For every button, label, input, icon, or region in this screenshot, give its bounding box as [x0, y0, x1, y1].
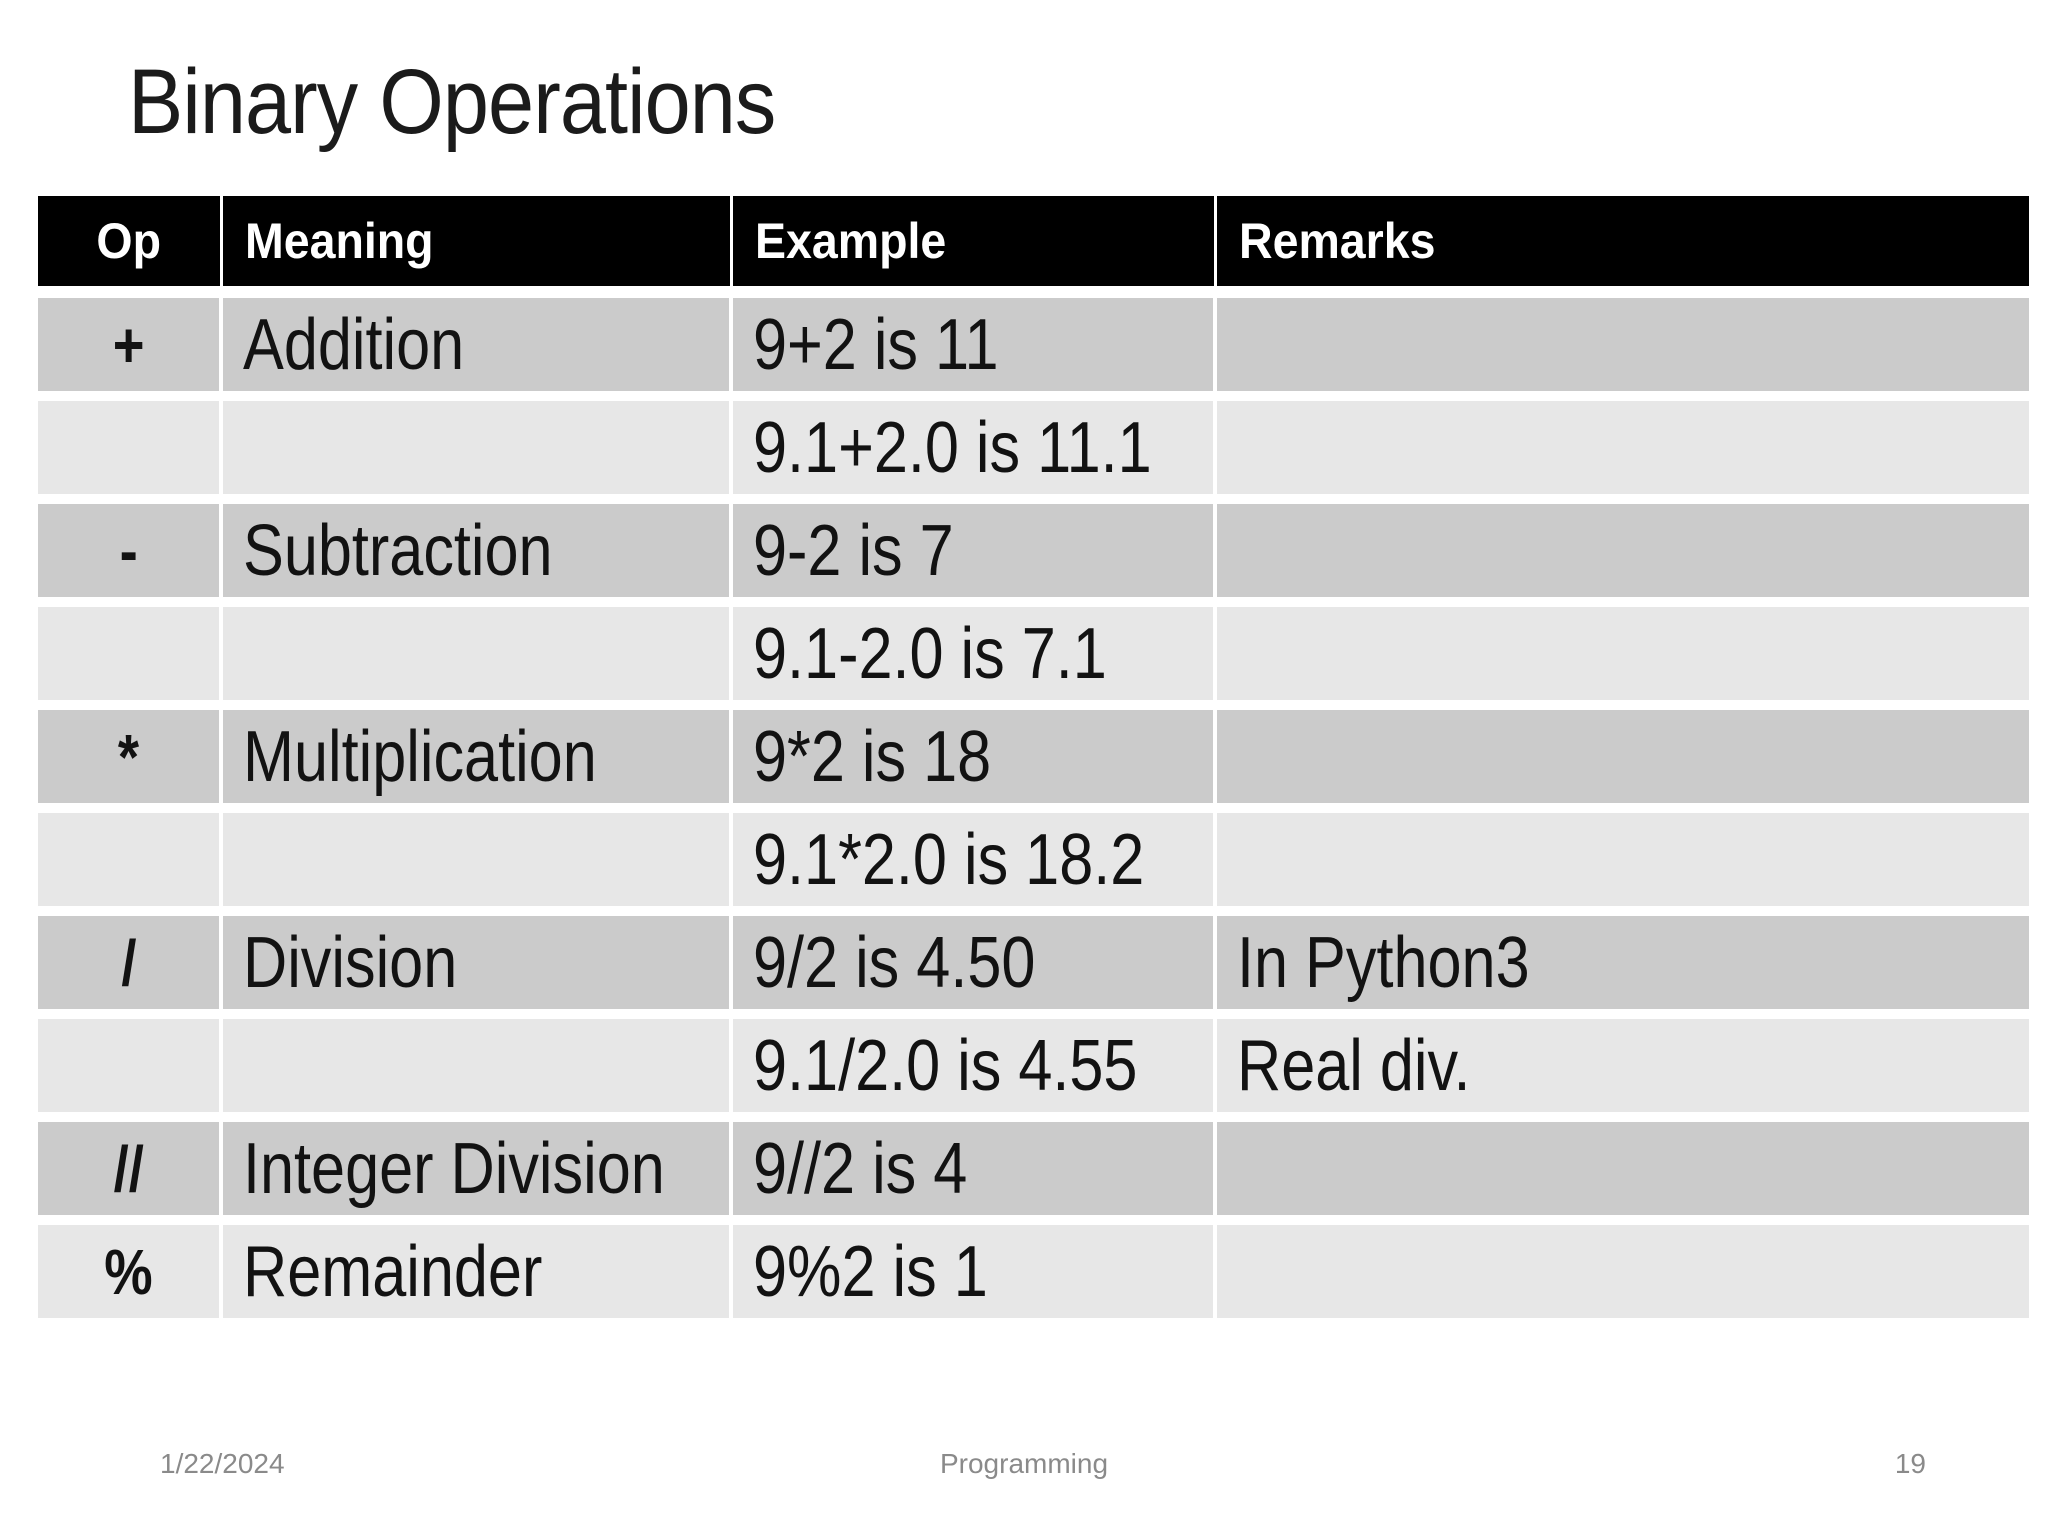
- meaning-cell: [223, 607, 733, 710]
- table-row: 9.1/2.0 is 4.55 Real div.: [38, 1019, 2029, 1122]
- meaning-cell: Remainder: [223, 1225, 733, 1328]
- example-cell: 9.1-2.0 is 7.1: [733, 607, 1217, 710]
- table-row: + Addition 9+2 is 11: [38, 298, 2029, 401]
- meaning-cell: [223, 401, 733, 504]
- column-header-meaning-label: Meaning: [245, 213, 434, 269]
- op-text: %: [104, 1235, 153, 1308]
- meaning-cell: [223, 813, 733, 916]
- column-header-op: Op: [38, 196, 223, 298]
- column-header-meaning: Meaning: [223, 196, 733, 298]
- meaning-cell: Division: [223, 916, 733, 1019]
- table-row: / Division 9/2 is 4.50 In Python3: [38, 916, 2029, 1019]
- op-text: /: [120, 926, 137, 999]
- meaning-cell: Addition: [223, 298, 733, 401]
- example-text: 9+2 is 11: [753, 304, 999, 385]
- example-text: 9%2 is 1: [753, 1231, 988, 1312]
- op-text: *: [117, 720, 140, 793]
- example-cell: 9%2 is 1: [733, 1225, 1217, 1328]
- table-row: - Subtraction 9-2 is 7: [38, 504, 2029, 607]
- example-text: 9.1-2.0 is 7.1: [753, 613, 1107, 694]
- example-cell: 9/2 is 4.50: [733, 916, 1217, 1019]
- op-cell: [38, 813, 223, 916]
- op-cell: [38, 607, 223, 710]
- example-text: 9/2 is 4.50: [753, 922, 1036, 1003]
- footer-date: 1/22/2024: [160, 1448, 285, 1479]
- example-text: 9-2 is 7: [753, 510, 954, 591]
- table-row: % Remainder 9%2 is 1: [38, 1225, 2029, 1328]
- table-body: + Addition 9+2 is 11 9.1+2.0 is 11.1 - S…: [38, 298, 2029, 1328]
- column-header-remarks-label: Remarks: [1239, 213, 1436, 269]
- example-cell: 9.1/2.0 is 4.55: [733, 1019, 1217, 1122]
- remarks-cell: [1217, 1122, 2029, 1225]
- meaning-cell: Integer Division: [223, 1122, 733, 1225]
- op-cell: %: [38, 1225, 223, 1328]
- meaning-cell: Subtraction: [223, 504, 733, 607]
- remarks-text: In Python3: [1237, 922, 1530, 1003]
- op-text: -: [119, 514, 138, 587]
- table-row: // Integer Division 9//2 is 4: [38, 1122, 2029, 1225]
- table-row: 9.1-2.0 is 7.1: [38, 607, 2029, 710]
- table-row: 9.1+2.0 is 11.1: [38, 401, 2029, 504]
- table-row: 9.1*2.0 is 18.2: [38, 813, 2029, 916]
- header-row: Op Meaning Example Remarks: [38, 196, 2029, 298]
- example-cell: 9+2 is 11: [733, 298, 1217, 401]
- op-cell: /: [38, 916, 223, 1019]
- op-cell: -: [38, 504, 223, 607]
- meaning-text: Division: [243, 922, 458, 1003]
- slide-title: Binary Operations: [128, 51, 776, 153]
- op-cell: //: [38, 1122, 223, 1225]
- example-cell: 9*2 is 18: [733, 710, 1217, 813]
- column-header-remarks: Remarks: [1217, 196, 2029, 298]
- example-text: 9.1+2.0 is 11.1: [753, 407, 1152, 488]
- example-text: 9.1*2.0 is 18.2: [753, 819, 1145, 900]
- binary-operations-table: Op Meaning Example Remarks + Addition 9+…: [38, 196, 2029, 1328]
- example-text: 9//2 is 4: [753, 1128, 968, 1209]
- example-text: 9*2 is 18: [753, 716, 992, 797]
- slide-footer: 1/22/2024 Programming 19: [0, 1448, 2048, 1488]
- meaning-text: Remainder: [243, 1231, 543, 1312]
- example-cell: 9-2 is 7: [733, 504, 1217, 607]
- remarks-cell: [1217, 298, 2029, 401]
- op-cell: +: [38, 298, 223, 401]
- footer-page-number: 19: [1894, 1448, 1926, 1479]
- remarks-cell: Real div.: [1217, 1019, 2029, 1122]
- meaning-text: Subtraction: [243, 510, 553, 591]
- remarks-cell: [1217, 813, 2029, 916]
- column-header-op-label: Op: [96, 213, 162, 269]
- remarks-cell: [1217, 401, 2029, 504]
- example-cell: 9.1+2.0 is 11.1: [733, 401, 1217, 504]
- op-text: +: [112, 308, 145, 381]
- remarks-cell: [1217, 1225, 2029, 1328]
- table-row: * Multiplication 9*2 is 18: [38, 710, 2029, 813]
- remarks-cell: [1217, 710, 2029, 813]
- column-header-example: Example: [733, 196, 1217, 298]
- column-header-example-label: Example: [755, 213, 947, 269]
- example-cell: 9.1*2.0 is 18.2: [733, 813, 1217, 916]
- remarks-cell: [1217, 504, 2029, 607]
- meaning-cell: Multiplication: [223, 710, 733, 813]
- footer-section: Programming: [939, 1448, 1109, 1479]
- example-text: 9.1/2.0 is 4.55: [753, 1025, 1138, 1106]
- remarks-cell: [1217, 607, 2029, 710]
- meaning-text: Integer Division: [243, 1128, 665, 1209]
- remarks-text: Real div.: [1237, 1025, 1471, 1106]
- op-text: //: [113, 1132, 144, 1205]
- meaning-text: Multiplication: [243, 716, 597, 797]
- meaning-cell: [223, 1019, 733, 1122]
- remarks-cell: In Python3: [1217, 916, 2029, 1019]
- op-cell: [38, 401, 223, 504]
- table-header: Op Meaning Example Remarks: [38, 196, 2029, 298]
- example-cell: 9//2 is 4: [733, 1122, 1217, 1225]
- op-cell: *: [38, 710, 223, 813]
- op-cell: [38, 1019, 223, 1122]
- meaning-text: Addition: [243, 304, 465, 385]
